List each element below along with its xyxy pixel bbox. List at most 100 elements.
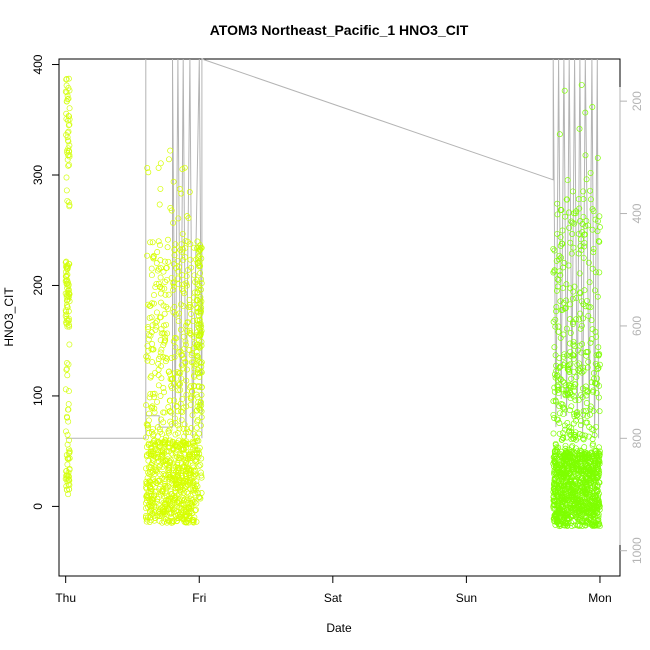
data-point <box>574 461 581 468</box>
data-point <box>149 477 156 484</box>
data-point <box>175 387 182 394</box>
data-point <box>63 174 70 181</box>
data-point <box>155 280 162 287</box>
data-point <box>570 319 576 326</box>
data-point <box>554 416 560 423</box>
data-point <box>596 408 603 415</box>
data-point <box>165 404 172 411</box>
data-point <box>194 450 200 457</box>
data-point <box>197 244 204 251</box>
data-point <box>184 213 191 220</box>
data-point <box>181 463 188 470</box>
data-point <box>570 518 577 525</box>
data-point <box>194 317 201 324</box>
data-point <box>159 285 165 292</box>
data-point <box>191 301 198 308</box>
data-point <box>155 360 162 367</box>
data-point <box>564 366 571 373</box>
data-point <box>64 461 71 468</box>
data-point <box>580 411 587 418</box>
data-point <box>576 270 583 277</box>
data-point <box>577 505 583 512</box>
data-point <box>569 442 576 449</box>
data-point <box>154 249 161 255</box>
data-point <box>198 414 205 421</box>
data-point <box>195 309 202 316</box>
data-point <box>554 372 561 379</box>
data-point <box>154 267 161 274</box>
data-point <box>194 356 201 363</box>
data-point <box>63 277 70 284</box>
data-point <box>562 520 569 527</box>
data-point <box>149 239 156 246</box>
data-point <box>178 416 185 423</box>
data-point <box>193 518 200 525</box>
data-point <box>194 407 201 414</box>
data-point <box>154 496 161 502</box>
data-point <box>554 200 561 207</box>
data-point <box>65 446 72 453</box>
data-point <box>179 472 185 479</box>
data-point <box>151 292 157 299</box>
pressure-line <box>65 58 600 439</box>
data-point <box>564 177 571 184</box>
data-point <box>174 380 181 387</box>
data-point <box>572 397 579 404</box>
data-point <box>590 249 597 256</box>
data-point <box>556 403 563 410</box>
data-point <box>171 354 178 361</box>
data-point <box>146 314 153 321</box>
data-point <box>554 501 561 508</box>
data-point <box>582 478 589 485</box>
data-point <box>578 391 585 398</box>
data-point <box>182 237 189 244</box>
data-point <box>584 389 591 396</box>
data-point <box>557 334 564 341</box>
data-point <box>197 360 204 367</box>
data-point <box>581 243 588 250</box>
data-point <box>577 218 583 225</box>
data-point <box>166 426 173 433</box>
data-point <box>596 470 603 477</box>
data-point <box>64 197 71 204</box>
data-point <box>144 354 151 361</box>
data-point <box>579 229 586 236</box>
data-point <box>191 272 198 279</box>
data-point <box>198 472 205 479</box>
data-point <box>170 283 177 290</box>
data-point <box>155 509 162 515</box>
data-point <box>580 436 587 443</box>
data-point <box>160 486 166 492</box>
data-point <box>185 429 192 436</box>
data-point <box>162 439 169 446</box>
data-point <box>63 76 70 83</box>
data-point <box>191 362 198 369</box>
data-point <box>583 176 590 183</box>
data-point <box>145 326 152 333</box>
data-point <box>579 475 586 482</box>
data-point <box>592 328 599 335</box>
data-point <box>163 484 170 491</box>
data-point <box>179 514 186 521</box>
data-point <box>152 326 159 333</box>
data-point <box>183 282 190 289</box>
data-point <box>585 503 592 510</box>
data-point <box>165 291 172 298</box>
data-point <box>582 432 589 439</box>
data-point <box>66 449 73 456</box>
data-point <box>583 452 590 459</box>
data-point <box>559 378 566 385</box>
data-point <box>567 352 574 359</box>
data-point <box>590 208 597 215</box>
data-point <box>557 242 564 249</box>
data-point <box>145 440 152 447</box>
data-point <box>172 241 179 248</box>
data-point <box>62 313 69 319</box>
data-point <box>560 411 567 418</box>
data-point <box>588 460 594 467</box>
data-point <box>160 509 167 516</box>
data-point <box>568 497 575 504</box>
data-point <box>161 310 168 317</box>
data-point <box>184 366 190 373</box>
data-point <box>594 494 601 501</box>
